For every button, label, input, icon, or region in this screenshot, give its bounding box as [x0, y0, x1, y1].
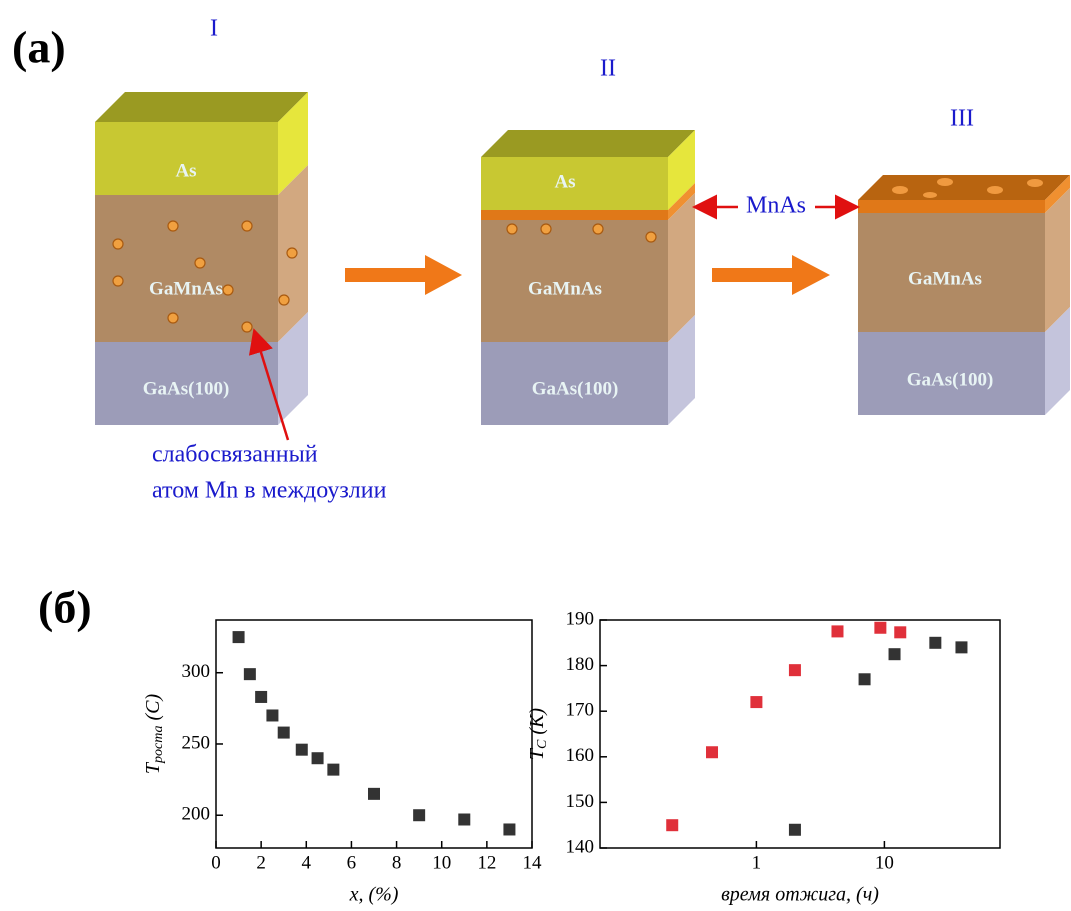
point — [503, 823, 515, 835]
y-tick-label: 150 — [566, 791, 595, 812]
arrow — [712, 255, 830, 295]
annotation: слабосвязанный — [152, 442, 318, 468]
point — [458, 814, 470, 826]
layer-label: As — [554, 171, 575, 192]
y-tick-label: 140 — [566, 836, 595, 857]
point — [750, 696, 762, 708]
stage-label: II — [600, 56, 616, 82]
point — [278, 727, 290, 739]
x-tick-label: 6 — [347, 852, 357, 873]
x-tick-label: 0 — [211, 852, 221, 873]
y-tick-label: 200 — [182, 804, 211, 825]
layer-label: GaAs(100) — [907, 369, 994, 390]
panel-label: (a) — [12, 22, 66, 73]
point — [831, 625, 843, 637]
y-axis-label: TC (K) — [526, 708, 551, 760]
layer-label: As — [175, 160, 196, 181]
arrow — [345, 255, 462, 295]
point — [894, 626, 906, 638]
panel-label: (б) — [38, 582, 92, 633]
y-axis-label-part: (K) — [526, 708, 548, 740]
y-tick-label: 180 — [566, 654, 595, 675]
point — [413, 809, 425, 821]
y-tick-label: 170 — [566, 700, 595, 721]
stage-label: I — [210, 16, 218, 42]
layer-label: GaMnAs — [149, 278, 223, 299]
y-tick-label: 250 — [182, 732, 211, 753]
point — [296, 744, 308, 756]
x-tick-label: 1 — [752, 852, 762, 873]
x-tick-label: 4 — [302, 852, 312, 873]
layer-label: GaAs(100) — [532, 378, 619, 399]
plot-frame — [216, 620, 532, 848]
point — [859, 673, 871, 685]
layer-label: GaAs(100) — [143, 378, 230, 399]
point — [327, 764, 339, 776]
x-tick-label: 14 — [523, 852, 543, 873]
point — [889, 648, 901, 660]
point — [233, 631, 245, 643]
y-axis-label-part: роста — [151, 726, 166, 765]
point — [789, 664, 801, 676]
layer-label: GaMnAs — [908, 268, 982, 289]
point — [955, 641, 967, 653]
point — [929, 637, 941, 649]
point — [789, 824, 801, 836]
mnas-label: MnAs — [746, 193, 806, 219]
annotation: атом Mn в междоузлии — [152, 478, 387, 504]
x-axis-label: x, (%) — [349, 884, 399, 906]
y-tick-label: 300 — [182, 661, 211, 682]
x-tick-label: 10 — [875, 852, 894, 873]
point — [874, 622, 886, 634]
point — [244, 668, 256, 680]
x-tick-label: 2 — [256, 852, 266, 873]
point — [255, 691, 267, 703]
stage-label: III — [950, 106, 974, 132]
y-axis-label-part: (C) — [142, 694, 164, 726]
y-axis-label: Tроста (C) — [142, 694, 167, 775]
figure: (a) I II III As GaMnAs GaAs(100) As GaMn… — [0, 0, 1071, 911]
y-tick-label: 160 — [566, 745, 595, 766]
point — [706, 746, 718, 758]
x-tick-label: 10 — [432, 852, 451, 873]
x-tick-label: 12 — [477, 852, 496, 873]
layer-label: GaMnAs — [528, 278, 602, 299]
x-axis-label: время отжига, (ч) — [721, 884, 879, 906]
point — [266, 709, 278, 721]
point — [666, 819, 678, 831]
y-tick-label: 190 — [566, 608, 595, 629]
plot-frame — [600, 620, 1000, 848]
point — [368, 788, 380, 800]
point — [312, 752, 324, 764]
block-1 — [95, 92, 308, 425]
x-tick-label: 8 — [392, 852, 402, 873]
